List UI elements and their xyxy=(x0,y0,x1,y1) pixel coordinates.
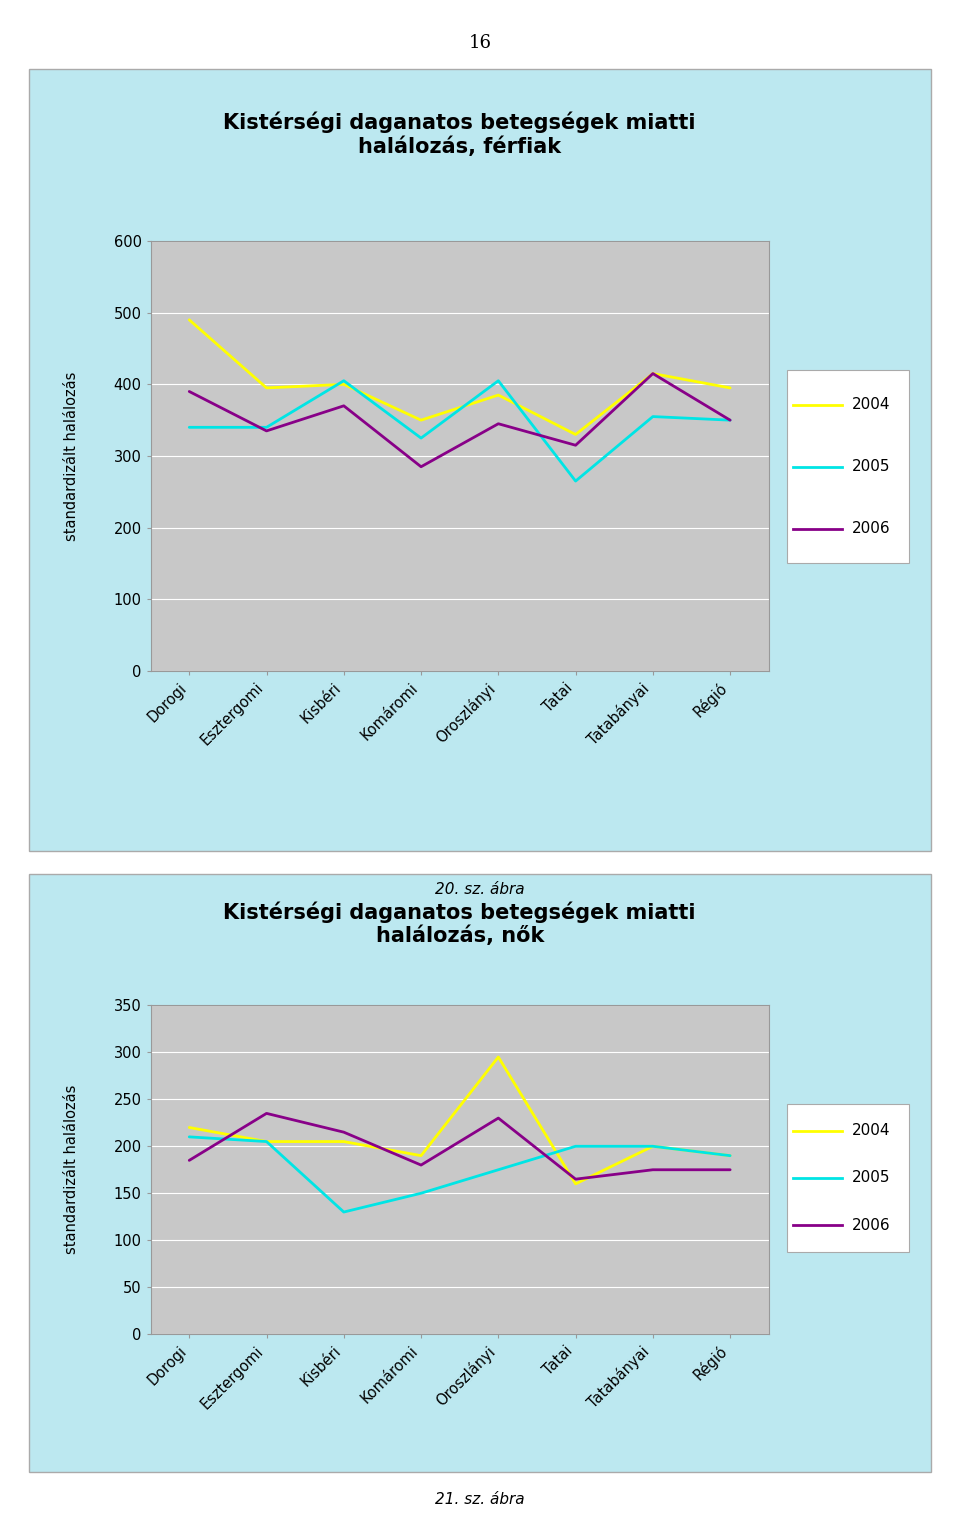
Text: 2006: 2006 xyxy=(852,521,890,537)
Text: 2005: 2005 xyxy=(852,460,890,474)
Text: 16: 16 xyxy=(468,34,492,52)
Text: 2004: 2004 xyxy=(852,1124,890,1137)
Text: 2006: 2006 xyxy=(852,1217,890,1233)
Text: 2005: 2005 xyxy=(852,1171,890,1185)
Text: Kistérségi daganatos betegségek miatti
halálozás, nők: Kistérségi daganatos betegségek miatti h… xyxy=(224,901,696,946)
Text: standardizált halálozás: standardizált halálozás xyxy=(64,371,79,541)
Text: 20. sz. ábra: 20. sz. ábra xyxy=(435,881,525,897)
Text: standardizált halálozás: standardizált halálozás xyxy=(64,1085,79,1254)
Text: Kistérségi daganatos betegségek miatti
halálozás, férfiak: Kistérségi daganatos betegségek miatti h… xyxy=(224,112,696,156)
Text: 2004: 2004 xyxy=(852,397,890,412)
Text: 21. sz. ábra: 21. sz. ábra xyxy=(435,1492,525,1507)
